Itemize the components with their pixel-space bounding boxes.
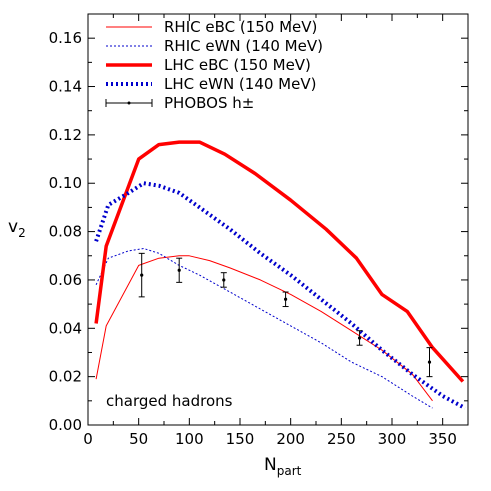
phobos-data-point <box>282 291 289 308</box>
legend-label-lhc-ewn: LHC eWN (140 MeV) <box>164 75 316 93</box>
y-axis-title: v2 <box>8 217 26 240</box>
y-tick-label: 0.08 <box>49 223 82 241</box>
y-tick-label: 0.12 <box>49 126 82 144</box>
series-line-lhc-ebc <box>94 140 465 383</box>
x-tick-label: 250 <box>327 430 356 448</box>
phobos-data-point <box>138 252 145 298</box>
phobos-data-point <box>176 257 183 283</box>
data-points-layer <box>138 252 433 378</box>
x-tick-label: 350 <box>428 430 457 448</box>
y-tick-label: 0.02 <box>49 368 82 386</box>
x-tick-label: 150 <box>226 430 255 448</box>
legend-label-lhc-ebc: LHC eBC (150 MeV) <box>164 56 311 74</box>
annotation-label: charged hadrons <box>106 392 233 410</box>
x-tick-label: 300 <box>378 430 407 448</box>
x-tick-label: 200 <box>276 430 305 448</box>
phobos-data-point <box>426 347 433 378</box>
y-tick-label: 0.14 <box>49 78 82 96</box>
x-tick-label: 50 <box>129 430 148 448</box>
series-line-lhc-ewn <box>94 181 466 410</box>
plot-frame <box>87 13 469 426</box>
series-line-rhic-ebc <box>95 255 433 402</box>
y-tick-label: 0.06 <box>49 271 82 289</box>
x-axis-title: Npart <box>264 455 302 478</box>
series-layer <box>94 140 466 410</box>
series-line-rhic-ewn <box>95 248 433 409</box>
y-tick-label: 0.10 <box>49 174 82 192</box>
legend-label-rhic-ewn: RHIC eWN (140 MeV) <box>164 37 323 55</box>
phobos-data-point <box>220 272 227 288</box>
legend-swatch-phobos <box>105 99 153 107</box>
ticks-layer: 0 50 100 150 200 250 300 350 0.00 0.02 0.04 0.06 0.0… <box>49 13 468 448</box>
legend-label-phobos: PHOBOS h± <box>164 94 254 112</box>
y-tick-label: 0.16 <box>49 29 82 47</box>
legend-label-rhic-ebc: RHIC eBC (150 MeV) <box>164 18 317 36</box>
phobos-data-point <box>356 330 363 346</box>
x-tick-label: 0 <box>83 430 93 448</box>
x-tick-label: 100 <box>175 430 204 448</box>
y-tick-label: 0.00 <box>49 416 82 434</box>
y-tick-label: 0.04 <box>49 319 82 337</box>
legend: RHIC eBC (150 MeV) RHIC eWN (140 MeV) LH… <box>105 18 323 112</box>
